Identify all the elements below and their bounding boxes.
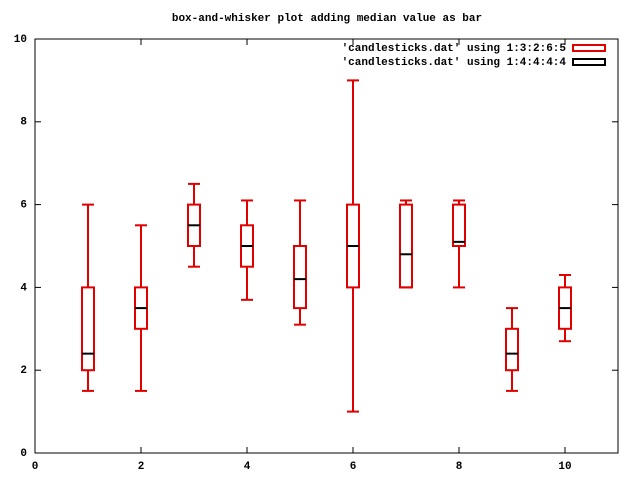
x-tick-label: 2 <box>138 461 145 473</box>
box <box>81 286 95 372</box>
box <box>399 203 413 289</box>
y-tick-label: 8 <box>20 117 27 129</box>
legend-swatch <box>572 44 606 52</box>
y-tick-label: 10 <box>14 34 27 46</box>
legend-label: 'candlesticks.dat' using 1:3:2:6:5 <box>342 43 567 55</box>
x-tick-label: 4 <box>244 461 251 473</box>
y-tick-label: 4 <box>20 282 27 294</box>
x-tick-label: 0 <box>32 461 39 473</box>
box <box>293 245 307 310</box>
box <box>505 327 519 372</box>
box <box>452 203 466 248</box>
x-tick-label: 6 <box>350 461 357 473</box>
x-tick-label: 8 <box>456 461 463 473</box>
chart-title: box-and-whisker plot adding median value… <box>172 13 482 25</box>
y-tick-label: 2 <box>20 365 27 377</box>
x-tick-label: 10 <box>558 461 571 473</box>
plot-border <box>34 38 619 454</box>
legend-swatch <box>572 58 606 66</box>
y-tick-label: 0 <box>20 448 27 460</box>
y-tick-label: 6 <box>20 200 27 212</box>
legend-label: 'candlesticks.dat' using 1:4:4:4:4 <box>342 57 567 69</box>
